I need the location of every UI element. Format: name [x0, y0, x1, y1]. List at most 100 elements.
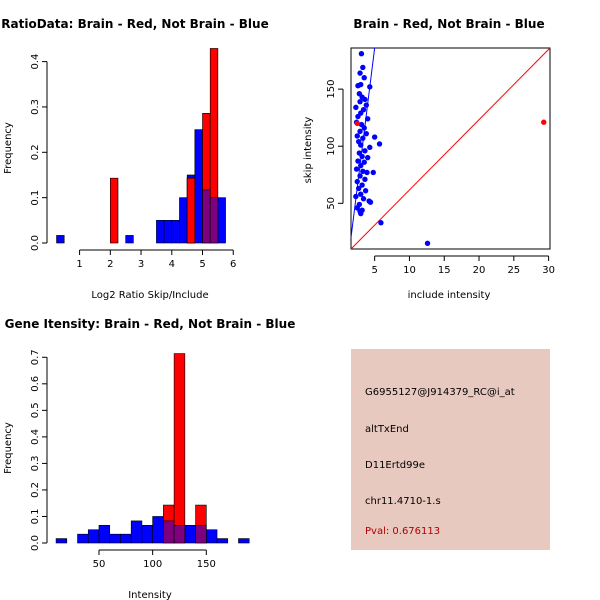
- gene-hist-bar-overlap: [195, 525, 207, 544]
- scatter-title: Brain - Red, Not Brain - Blue: [353, 17, 544, 31]
- scatter-point-not-brain: [357, 98, 363, 105]
- gene-hist-bar-blue: [216, 538, 229, 544]
- ratio-hist-x-tick-label: 1: [76, 259, 82, 270]
- scatter-point-not-brain: [358, 81, 364, 88]
- scatter-axes: 5 10 15 20 25 30 50 100 150: [326, 80, 555, 276]
- event-type-text: altTxEnd: [365, 424, 409, 435]
- scatter-point-not-brain: [353, 166, 360, 172]
- gene-hist-axes: 50 100 150 0.0 0.1 0.2 0.3 0.4 0.5 0.6 0.7: [30, 349, 216, 570]
- scatter-point-not-brain: [357, 173, 363, 179]
- probe-info-panel: G6955127@J914379_RC@i_at altTxEnd D11Ert…: [351, 349, 550, 550]
- scatter-point-not-brain: [354, 133, 360, 139]
- gene-hist-y-tick-label: 0.5: [30, 402, 41, 418]
- probe-id-text: G6955127@J914379_RC@i_at: [365, 387, 515, 398]
- scatter-x-tick-label: 15: [438, 265, 451, 276]
- scatter-point-not-brain: [378, 220, 384, 226]
- scatter-point-not-brain: [358, 191, 364, 197]
- scatter-x-tick-label: 30: [542, 265, 555, 276]
- scatter-point-not-brain: [362, 188, 369, 194]
- ratio-hist-bar-overlap: [209, 197, 219, 244]
- scatter-point-brain: [541, 119, 547, 125]
- gene-hist-bar-blue: [184, 525, 196, 544]
- ratio-hist-bar-blue: [156, 220, 165, 244]
- ratio-hist-bar-red: [186, 177, 196, 244]
- scatter-point-not-brain: [364, 116, 371, 122]
- scatter-point-not-brain: [360, 168, 366, 175]
- ratio-hist-y-tick-label: 0.1: [30, 190, 41, 206]
- scatter-points: [353, 51, 547, 246]
- gene-hist-x-tick-label: 50: [93, 559, 106, 570]
- scatter-point-not-brain: [376, 141, 383, 147]
- gene-hist-bar-blue: [109, 533, 121, 544]
- gene-hist-y-tick-label: 0.0: [30, 535, 41, 551]
- scatter-ylabel: skip intensity: [303, 117, 314, 184]
- ratio-hist-bar-blue: [56, 235, 65, 244]
- scatter-x-tick-label: 10: [403, 265, 416, 276]
- scatter-point-not-brain: [360, 196, 367, 202]
- chromosome-location-text: chr11.4710-1.s: [365, 496, 441, 507]
- scatter-point-not-brain: [355, 158, 361, 164]
- scatter-point-not-brain: [358, 162, 364, 169]
- ratio-hist-bar-overlap: [202, 189, 211, 244]
- gene-hist-bar-blue: [238, 538, 250, 544]
- scatter-point-not-brain: [364, 169, 370, 176]
- gene-hist-bar-blue: [205, 529, 218, 544]
- scatter-xlabel: include intensity: [408, 290, 491, 301]
- scatter-point-not-brain: [358, 51, 365, 57]
- gene-hist-bar-blue: [77, 533, 89, 544]
- scatter-point-not-brain: [357, 70, 363, 76]
- scatter-point-not-brain: [361, 125, 367, 131]
- scatter-point-not-brain: [364, 154, 371, 161]
- scatter-point-not-brain: [353, 104, 359, 111]
- scatter-point-not-brain: [359, 182, 365, 188]
- scatter-point-not-brain: [370, 169, 376, 176]
- gene-hist-y-tick-label: 0.3: [30, 455, 41, 471]
- scatter-point-not-brain: [367, 84, 373, 90]
- gene-hist-bar-blue: [87, 529, 100, 544]
- pval-text: Pval: 0.676113: [365, 526, 441, 537]
- scatter-lines: [350, 47, 551, 250]
- scatter-point-not-brain: [355, 113, 361, 120]
- ratio-hist-x-tick-label: 3: [138, 259, 144, 270]
- gene-hist-bar-overlap: [163, 520, 175, 544]
- ratio-hist-title: RatioData: Brain - Red, Not Brain - Blue: [1, 17, 268, 31]
- scatter-fit-line: [350, 47, 376, 238]
- gene-hist-x-tick-label: 150: [197, 559, 216, 570]
- gene-hist-bar-red: [173, 353, 186, 544]
- scatter-identity-line: [350, 47, 551, 250]
- gene-hist-ylabel: Frequency: [3, 422, 14, 474]
- ratio-hist-x-tick-label: 6: [230, 259, 236, 270]
- scatter-point-not-brain: [362, 176, 368, 183]
- ratio-hist-bar-blue: [171, 220, 180, 244]
- scatter-y-tick-label: 150: [326, 80, 337, 99]
- scatter-x-tick-label: 20: [473, 265, 486, 276]
- gene-hist-y-tick-label: 0.2: [30, 482, 41, 498]
- ratio-hist-x-tick-label: 5: [199, 259, 205, 270]
- ratio-hist-bar-blue: [163, 220, 173, 244]
- scatter-y-tick-label: 50: [326, 197, 337, 210]
- ratio-hist-axes: 1 2 3 4 5 6 0.0 0.1 0.2 0.3 0.4: [30, 54, 236, 270]
- gene-hist-x-tick-label: 100: [143, 559, 162, 570]
- gene-hist-bar-blue: [55, 538, 68, 544]
- ratio-hist-bar-blue: [125, 235, 134, 244]
- gene-hist-title: Gene Itensity: Brain - Red, Not Brain - …: [5, 317, 296, 331]
- gene-name-text: D11Ertd99e: [365, 460, 425, 471]
- scatter-point-not-brain: [354, 178, 360, 185]
- ratio-hist-bar-blue: [194, 129, 203, 244]
- scatter-point-not-brain: [355, 185, 362, 192]
- gene-hist-bars: [55, 353, 250, 544]
- scatter-point-not-brain: [367, 199, 374, 205]
- scatter-point-not-brain: [363, 130, 370, 137]
- ratio-hist-y-tick-label: 0.4: [30, 54, 41, 70]
- gene-hist-bar-blue: [141, 525, 153, 544]
- scatter-point-not-brain: [367, 144, 373, 151]
- scatter-point-not-brain: [362, 96, 368, 103]
- scatter-point-not-brain: [358, 142, 364, 148]
- gene-hist-bar-blue: [120, 533, 132, 544]
- ratio-hist-bar-red: [110, 177, 119, 244]
- gene-hist-y-tick-label: 0.1: [30, 509, 41, 525]
- scatter-point-not-brain: [360, 135, 366, 141]
- gene-hist-bar-overlap: [173, 525, 186, 544]
- scatter-point-not-brain: [362, 148, 368, 154]
- gene-hist-xlabel: Intensity: [128, 590, 172, 600]
